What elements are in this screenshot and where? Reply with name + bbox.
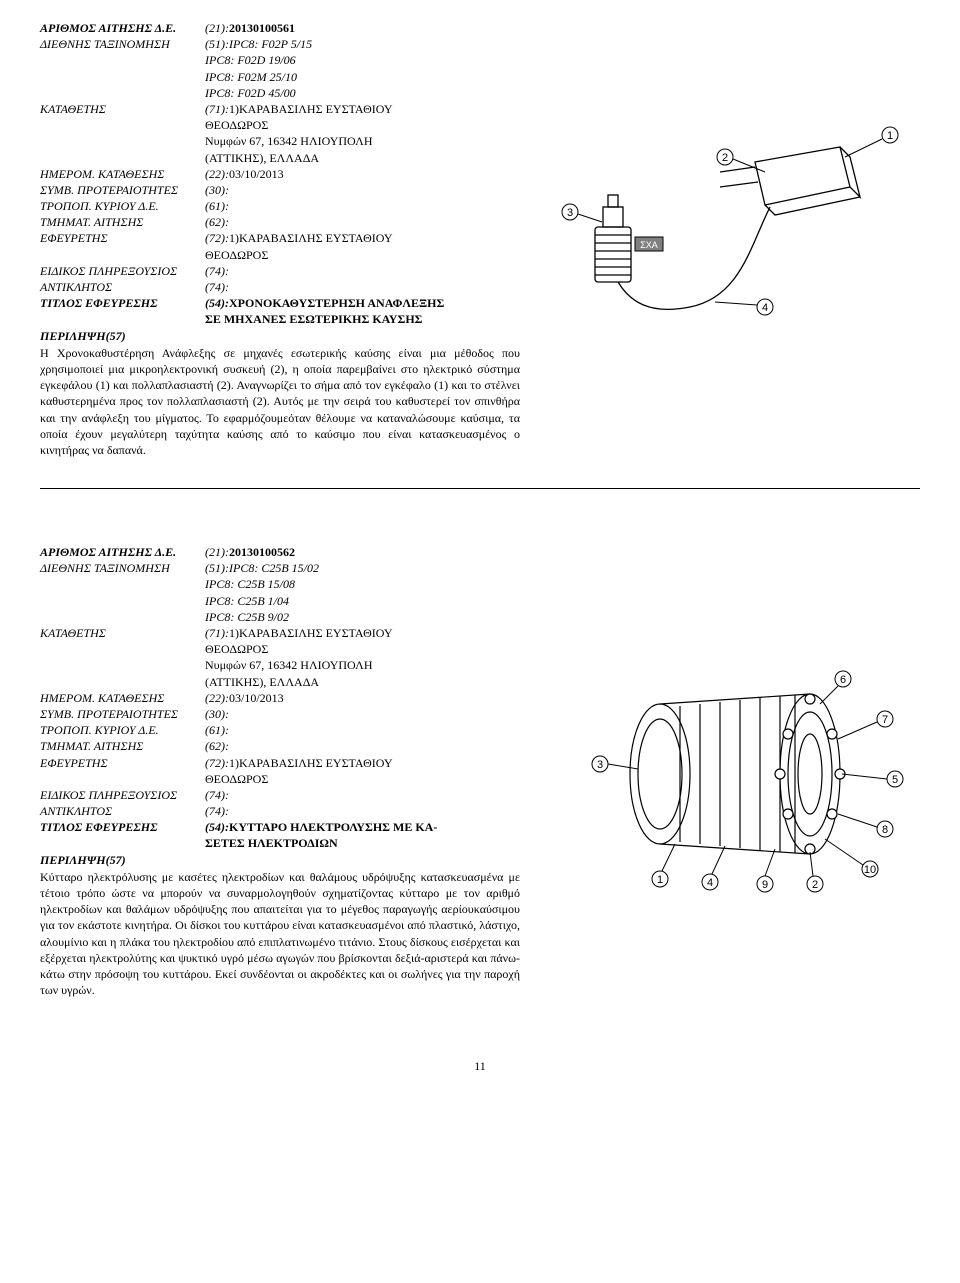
callout: 6 [840, 674, 846, 686]
label-app-no: ΑΡΙΘΜΟΣ ΑΙΤΗΣΗΣ Δ.Ε. [40, 544, 205, 560]
callout: 3 [597, 759, 603, 771]
value-div: (62): [205, 214, 520, 230]
figure-label: ΣΧΑ [640, 240, 658, 250]
value-title: (54):ΧΡΟΝΟΚΑΘΥΣΤΕΡΗΣΗ ΑΝΑΦΛΕΞΗΣ ΣΕ ΜΗΧΑΝ… [205, 295, 520, 327]
callout: 1 [887, 130, 893, 142]
value-agent: (74): [205, 263, 520, 279]
label-agent: ΕΙΔΙΚΟΣ ΠΛΗΡΕΞΟΥΣΙΟΣ [40, 263, 205, 279]
callout: 4 [707, 877, 713, 889]
callout: 4 [762, 302, 768, 314]
label-filing-date: ΗΜΕΡΟΜ. ΚΑΤΑΘΕΣΗΣ [40, 166, 205, 182]
label-inventor: ΕΦΕΥΡΕΤΗΣ [40, 230, 205, 246]
label-agent: ΕΙΔΙΚΟΣ ΠΛΗΡΕΞΟΥΣΙΟΣ [40, 787, 205, 803]
entry2-figure-column: 3 6 7 5 8 10 2 9 4 1 [540, 544, 920, 998]
value-app-no: (21):20130100561 [205, 20, 520, 36]
entry1-figure-column: ΣΧΑ 1 2 3 4 [540, 20, 920, 458]
inventor-line: ΘΕΟΔΩΡΟΣ [40, 247, 520, 263]
figure-1: ΣΧΑ 1 2 3 4 [540, 107, 920, 371]
patent-entry-2: ΑΡΙΘΜΟΣ ΑΙΤΗΣΗΣ Δ.Ε. (21):20130100562 ΔΙ… [40, 544, 920, 998]
callout: 2 [812, 879, 818, 891]
value-filing-date: (22):03/10/2013 [205, 690, 520, 706]
label-abstract: ΠΕΡΙΛΗΨΗ(57) [40, 852, 520, 868]
separator [40, 488, 920, 489]
value-addr-service: (74): [205, 803, 520, 819]
label-div: ΤΜΗΜΑΤ. ΑΙΤΗΣΗΣ [40, 738, 205, 754]
inventor-line: (72):1)ΚΑΡΑΒΑΣΙΛΗΣ ΕΥΣΤΑΘΙΟΥ [205, 230, 520, 246]
label-addr-service: ΑΝΤΙΚΛΗΤΟΣ [40, 279, 205, 295]
value-priority: (30): [205, 706, 520, 722]
label-app-no: ΑΡΙΘΜΟΣ ΑΙΤΗΣΗΣ Δ.Ε. [40, 20, 205, 36]
callout: 3 [567, 207, 573, 219]
abstract-text: Κύτταρο ηλεκτρόλυσης με κασέτες ηλεκτροδ… [40, 869, 520, 999]
ipc-line: IPC8: F02M 25/10 [40, 69, 520, 85]
applicant-line: (71):1)ΚΑΡΑΒΑΣΙΛΗΣ ΕΥΣΤΑΘΙΟΥ [205, 101, 520, 117]
applicant-line: ΘΕΟΔΩΡΟΣ [40, 641, 520, 657]
label-filing-date: ΗΜΕΡΟΜ. ΚΑΤΑΘΕΣΗΣ [40, 690, 205, 706]
entry1-text-column: ΑΡΙΘΜΟΣ ΑΙΤΗΣΗΣ Δ.Ε. (21):20130100561 ΔΙ… [40, 20, 520, 458]
label-intl-class: ΔΙΕΘΝΗΣ ΤΑΞΙΝΟΜΗΣΗ [40, 36, 205, 52]
value-amend: (61): [205, 198, 520, 214]
label-applicant: ΚΑΤΑΘΕΤΗΣ [40, 101, 205, 117]
label-title: ΤΙΤΛΟΣ ΕΦΕΥΡΕΣΗΣ [40, 819, 205, 851]
label-title: ΤΙΤΛΟΣ ΕΦΕΥΡΕΣΗΣ [40, 295, 205, 327]
inventor-line: (72):1)ΚΑΡΑΒΑΣΙΛΗΣ ΕΥΣΤΑΘΙΟΥ [205, 755, 520, 771]
label-priority: ΣΥΜΒ. ΠΡΟΤΕΡΑΙΟΤΗΤΕΣ [40, 182, 205, 198]
applicant-addr: (ΑΤΤΙΚΗΣ), ΕΛΛΑΔΑ [40, 674, 520, 690]
value-div: (62): [205, 738, 520, 754]
applicant-line: ΘΕΟΔΩΡΟΣ [40, 117, 520, 133]
ipc-line: IPC8: F02D 19/06 [40, 52, 520, 68]
label-amend: ΤΡΟΠΟΠ. ΚΥΡΙΟΥ Δ.Ε. [40, 722, 205, 738]
callout: 7 [882, 714, 888, 726]
callout: 8 [882, 824, 888, 836]
figure-2: 3 6 7 5 8 10 2 9 4 1 [540, 634, 920, 908]
label-addr-service: ΑΝΤΙΚΛΗΤΟΣ [40, 803, 205, 819]
inventor-line: ΘΕΟΔΩΡΟΣ [40, 771, 520, 787]
label-applicant: ΚΑΤΑΘΕΤΗΣ [40, 625, 205, 641]
ipc-line: (51):IPC8: C25B 15/02 [205, 560, 520, 576]
label-priority: ΣΥΜΒ. ΠΡΟΤΕΡΑΙΟΤΗΤΕΣ [40, 706, 205, 722]
label-abstract: ΠΕΡΙΛΗΨΗ(57) [40, 328, 520, 344]
value-agent: (74): [205, 787, 520, 803]
ipc-line: IPC8: C25B 1/04 [40, 593, 520, 609]
callout: 2 [722, 152, 728, 164]
applicant-addr: Νυμφών 67, 16342 ΗΛΙΟΥΠΟΛΗ [40, 657, 520, 673]
value-app-no: (21):20130100562 [205, 544, 520, 560]
value-priority: (30): [205, 182, 520, 198]
ipc-line: IPC8: F02D 45/00 [40, 85, 520, 101]
patent-entry-1: ΑΡΙΘΜΟΣ ΑΙΤΗΣΗΣ Δ.Ε. (21):20130100561 ΔΙ… [40, 20, 920, 458]
value-amend: (61): [205, 722, 520, 738]
value-addr-service: (74): [205, 279, 520, 295]
value-filing-date: (22):03/10/2013 [205, 166, 520, 182]
label-div: ΤΜΗΜΑΤ. ΑΙΤΗΣΗΣ [40, 214, 205, 230]
applicant-line: (71):1)ΚΑΡΑΒΑΣΙΛΗΣ ΕΥΣΤΑΘΙΟΥ [205, 625, 520, 641]
callout: 10 [864, 864, 876, 876]
page-number: 11 [40, 1058, 920, 1074]
ipc-line: IPC8: C25B 15/08 [40, 576, 520, 592]
label-intl-class: ΔΙΕΘΝΗΣ ΤΑΞΙΝΟΜΗΣΗ [40, 560, 205, 576]
callout: 5 [892, 774, 898, 786]
label-inventor: ΕΦΕΥΡΕΤΗΣ [40, 755, 205, 771]
ipc-line: (51):IPC8: F02P 5/15 [205, 36, 520, 52]
entry2-text-column: ΑΡΙΘΜΟΣ ΑΙΤΗΣΗΣ Δ.Ε. (21):20130100562 ΔΙ… [40, 544, 520, 998]
abstract-text: Η Χρονοκαθυστέρηση Ανάφλεξης σε μηχανές … [40, 345, 520, 458]
callout: 9 [762, 879, 768, 891]
callout: 1 [657, 874, 663, 886]
applicant-addr: Νυμφών 67, 16342 ΗΛΙΟΥΠΟΛΗ [40, 133, 520, 149]
applicant-addr: (ΑΤΤΙΚΗΣ), ΕΛΛΑΔΑ [40, 150, 520, 166]
value-title: (54):ΚΥΤΤΑΡΟ ΗΛΕΚΤΡΟΛΥΣΗΣ ΜΕ ΚΑ- ΣΕΤΕΣ Η… [205, 819, 520, 851]
ipc-line: IPC8: C25B 9/02 [40, 609, 520, 625]
label-amend: ΤΡΟΠΟΠ. ΚΥΡΙΟΥ Δ.Ε. [40, 198, 205, 214]
